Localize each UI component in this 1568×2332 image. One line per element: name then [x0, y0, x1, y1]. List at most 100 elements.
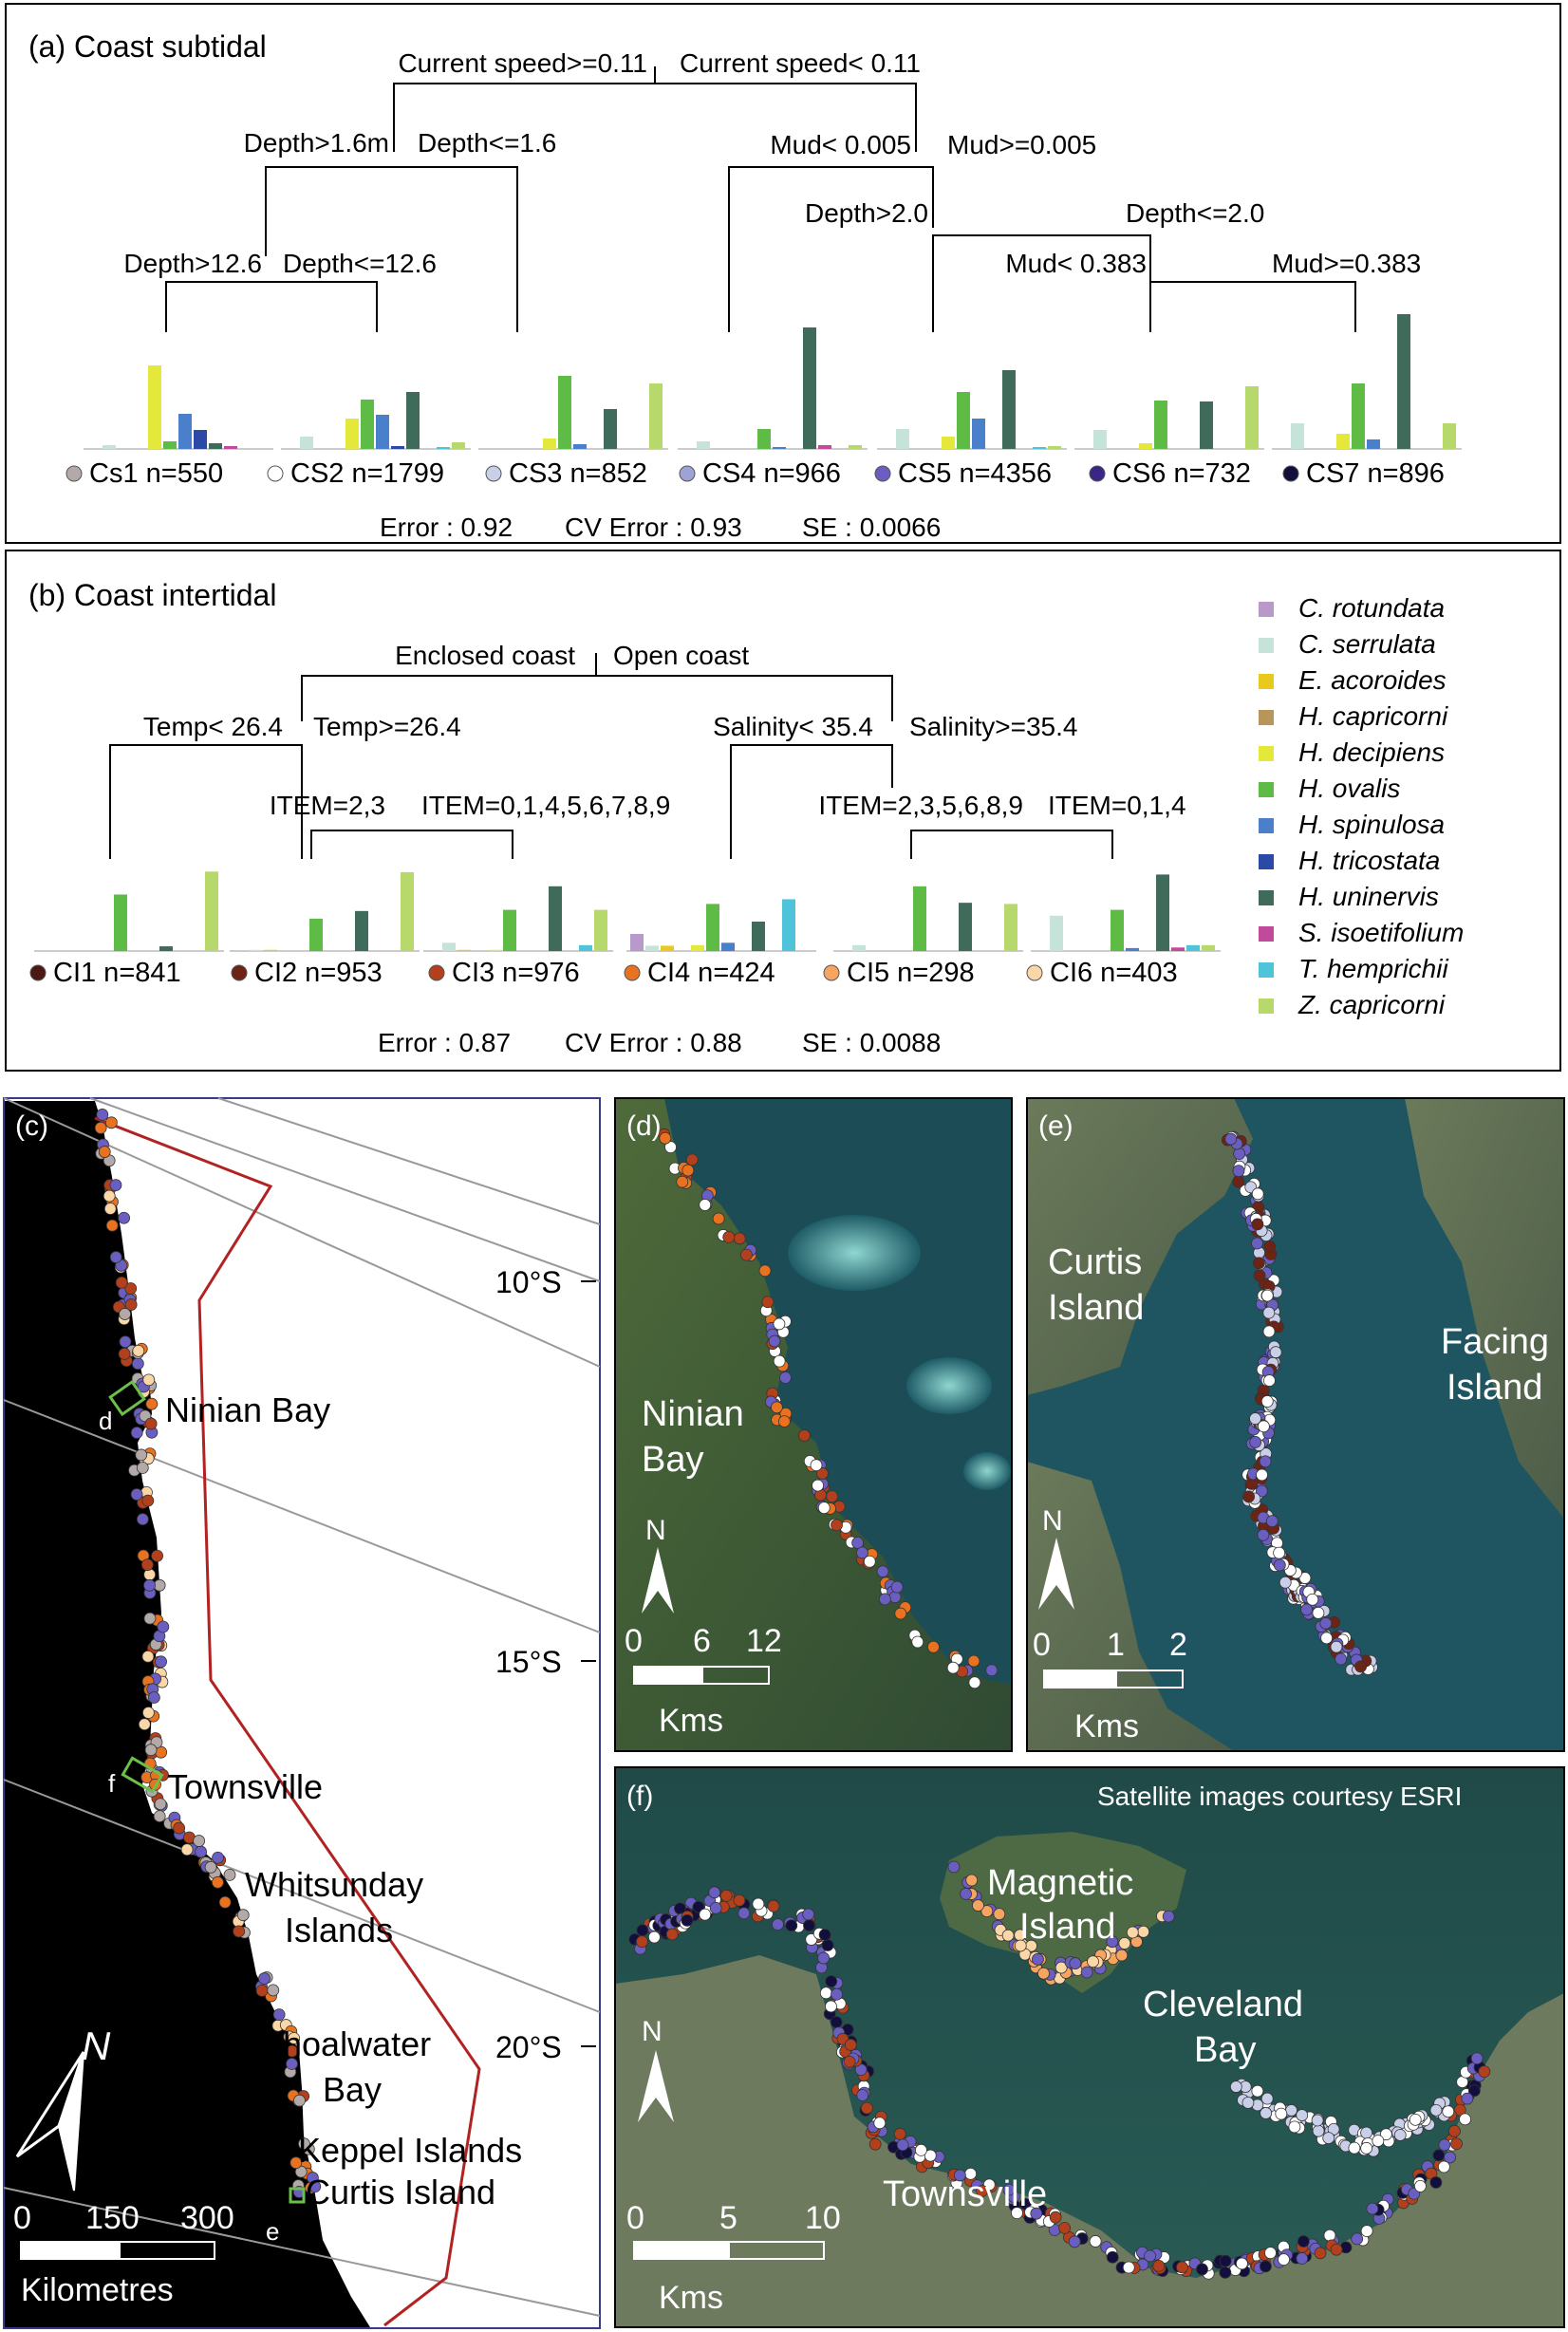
d-point	[771, 1401, 783, 1414]
d-point	[758, 1264, 772, 1278]
f-island-point	[1032, 1952, 1044, 1966]
coast-point	[204, 1860, 217, 1874]
legend-swatch-1	[1259, 638, 1274, 653]
inset-letter-e: e	[266, 2217, 279, 2246]
f-point	[802, 1908, 815, 1921]
scale-c-300: 300	[180, 2200, 234, 2236]
legend-swatch-8	[1259, 890, 1274, 905]
cv-error-a: CV Error : 0.93	[565, 513, 742, 542]
split-b-4-left: ITEM=2,3,5,6,8,9	[818, 791, 1023, 820]
f-point	[1030, 2207, 1043, 2220]
e-point	[1252, 1257, 1265, 1270]
legend-swatch-7	[1259, 854, 1274, 869]
a-bar-1-1	[300, 437, 313, 449]
d-point	[878, 1593, 891, 1606]
coast-point	[145, 1397, 159, 1410]
f-point	[873, 2117, 887, 2130]
label-island-e1: Island	[1048, 1288, 1144, 1328]
coast-point	[155, 1655, 167, 1669]
leaf-b-marker-5	[1026, 964, 1043, 981]
coast-point	[272, 2008, 286, 2022]
a-bar-3-6	[773, 447, 786, 449]
legend-swatch-0	[1259, 602, 1274, 617]
b-bar-5-1	[1050, 915, 1063, 951]
d-point	[890, 1580, 904, 1594]
d-point	[851, 1537, 865, 1549]
cv-error-b: CV Error : 0.88	[565, 1028, 742, 1057]
label-ninian: Ninian	[642, 1394, 744, 1434]
bars-b	[34, 871, 1221, 952]
coast-point	[267, 1984, 280, 1997]
f-point	[1360, 2225, 1373, 2237]
error-b: Error : 0.87	[378, 1028, 511, 1057]
e-point	[1300, 1603, 1314, 1616]
f-point	[1278, 2253, 1290, 2267]
e-point	[1330, 1640, 1343, 1653]
a-bar-0-7	[194, 430, 207, 449]
e-point	[1233, 1147, 1246, 1160]
coast-point	[103, 1189, 116, 1203]
a-bar-1-7	[391, 446, 404, 449]
se-b: SE : 0.0088	[802, 1028, 941, 1057]
b-bar-1-2	[264, 949, 277, 951]
split-b-2-right: ITEM=0,1,4,5,6,7,8,9	[421, 791, 670, 820]
d-point	[685, 1153, 699, 1166]
f-bay-point	[1429, 2103, 1443, 2117]
split-a-4-right: Depth<=2.0	[1126, 198, 1264, 228]
tree-a-split-5	[1149, 281, 1356, 332]
f-bay-point	[1360, 2141, 1373, 2155]
coast-point	[109, 1179, 122, 1192]
leaf-b-label-0: CI1 n=841	[53, 958, 181, 988]
coast-point	[294, 2165, 308, 2178]
f-point	[1260, 2260, 1272, 2273]
label-townsville: Townsville	[167, 1767, 323, 1806]
b-bar-2-2	[457, 949, 471, 951]
latitude-labels: 10°S 15°S 20°S	[495, 1265, 596, 2064]
coast-point	[153, 1810, 166, 1822]
tree-a-split-4	[932, 234, 1151, 332]
e-point	[1251, 1187, 1264, 1201]
f-point	[665, 1928, 679, 1941]
f-point	[1438, 2138, 1451, 2152]
split-b-0-right: Open coast	[613, 641, 749, 670]
scale-f-10: 10	[805, 2200, 841, 2236]
legend-label-3: H. capricorni	[1298, 701, 1448, 731]
tree-b: Enclosed coast Open coast Temp< 26.4 Temp>=…	[109, 641, 1186, 859]
d-point	[968, 1676, 981, 1689]
f-island-point	[1087, 1955, 1099, 1968]
b-bar-3-2	[661, 945, 674, 951]
coast-point	[119, 1308, 131, 1320]
label-bay: Bay	[323, 2070, 382, 2109]
d-point	[761, 1296, 775, 1309]
coast-point	[138, 1718, 151, 1731]
a-bar-4-5	[957, 392, 970, 449]
a-bar-4-4	[942, 437, 955, 449]
f-point	[1470, 2052, 1484, 2065]
f-bay-point	[1288, 2120, 1301, 2134]
split-a-3-left: Mud< 0.005	[770, 130, 911, 159]
survey-points-f	[628, 1860, 1491, 2280]
coast-point	[141, 1650, 155, 1663]
e-point	[1312, 1606, 1325, 1619]
a-bar-4-10	[1033, 447, 1046, 449]
scale-bar-f: 0 5 10 Kms	[626, 2200, 841, 2316]
tree-a: Current speed>=0.11 Current speed< 0.11 De…	[123, 48, 1421, 332]
f-bay-point	[1311, 2114, 1324, 2127]
coast-point	[104, 1116, 118, 1129]
a-bar-4-11	[1048, 446, 1061, 449]
legend-label-9: S. isoetifolium	[1298, 918, 1464, 947]
coast-survey-points	[94, 1109, 322, 2198]
d-point	[817, 1502, 831, 1515]
f-island-point	[1014, 1939, 1027, 1952]
a-bar-3-11	[849, 445, 862, 449]
scale-bar-e: 0 1 2 Kms	[1033, 1627, 1187, 1744]
f-island-point	[1115, 1949, 1129, 1962]
coast-point	[308, 2180, 322, 2193]
e-point	[1249, 1436, 1262, 1448]
survey-points-e	[1221, 1130, 1378, 1676]
b-bar-5-8	[1156, 874, 1169, 951]
leaves-a: Cs1 n=550 CS2 n=1799 CS3 n=852 CS4 n=966 CS5…	[65, 458, 1445, 489]
scale-f-unit: Kms	[659, 2280, 723, 2316]
b-bar-2-10	[579, 944, 592, 951]
b-bar-3-5	[706, 904, 719, 951]
